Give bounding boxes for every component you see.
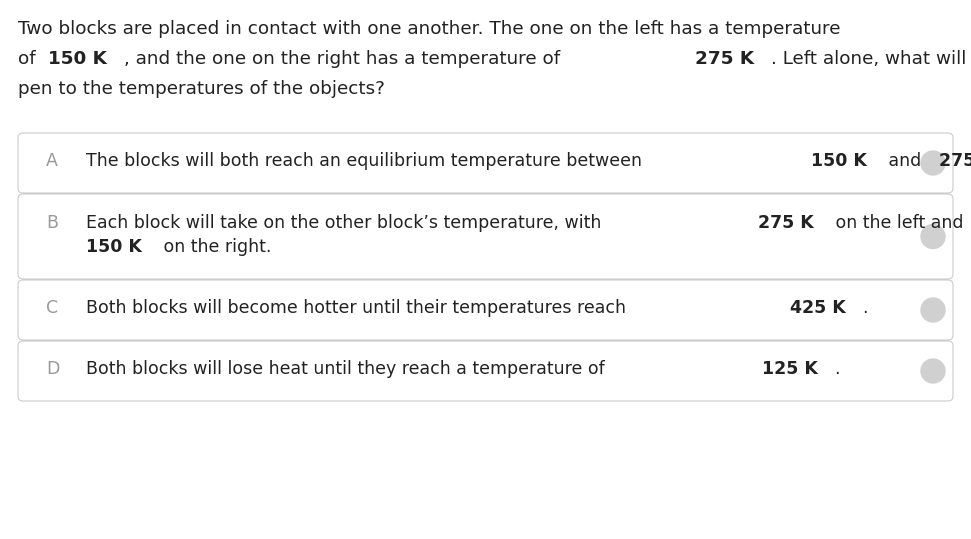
Text: 275 K: 275 K: [694, 50, 753, 68]
Text: 125 K: 125 K: [762, 360, 819, 378]
FancyBboxPatch shape: [18, 341, 953, 401]
FancyBboxPatch shape: [18, 194, 953, 279]
Circle shape: [921, 298, 945, 322]
Text: on the left and: on the left and: [830, 213, 963, 231]
Text: 425 K: 425 K: [789, 299, 846, 317]
Text: Both blocks will lose heat until they reach a temperature of: Both blocks will lose heat until they re…: [86, 360, 610, 378]
Text: . Left alone, what will hap-: . Left alone, what will hap-: [771, 50, 971, 68]
Text: 275 K: 275 K: [758, 213, 814, 231]
Text: Two blocks are placed in contact with one another. The one on the left has a tem: Two blocks are placed in contact with on…: [18, 20, 841, 38]
Text: .: .: [862, 299, 867, 317]
Text: Each block will take on the other block’s temperature, with: Each block will take on the other block’…: [86, 213, 607, 231]
FancyBboxPatch shape: [18, 280, 953, 340]
Text: 150 K: 150 K: [86, 238, 142, 255]
Text: .: .: [834, 360, 840, 378]
Text: B: B: [46, 213, 58, 231]
Text: C: C: [46, 299, 58, 317]
Text: The blocks will both reach an equilibrium temperature between: The blocks will both reach an equilibriu…: [86, 152, 648, 170]
Circle shape: [921, 151, 945, 175]
Text: 275 K: 275 K: [939, 152, 971, 170]
Circle shape: [921, 225, 945, 248]
Text: pen to the temperatures of the objects?: pen to the temperatures of the objects?: [18, 80, 385, 98]
Text: of: of: [18, 50, 42, 68]
Text: on the right.: on the right.: [158, 238, 272, 255]
Text: and: and: [883, 152, 926, 170]
Text: 150 K: 150 K: [811, 152, 866, 170]
Text: , and the one on the right has a temperature of: , and the one on the right has a tempera…: [124, 50, 566, 68]
Text: 150 K: 150 K: [49, 50, 107, 68]
Circle shape: [921, 359, 945, 383]
Text: D: D: [46, 360, 59, 378]
Text: Both blocks will become hotter until their temperatures reach: Both blocks will become hotter until the…: [86, 299, 631, 317]
Text: A: A: [46, 152, 58, 170]
FancyBboxPatch shape: [18, 133, 953, 193]
